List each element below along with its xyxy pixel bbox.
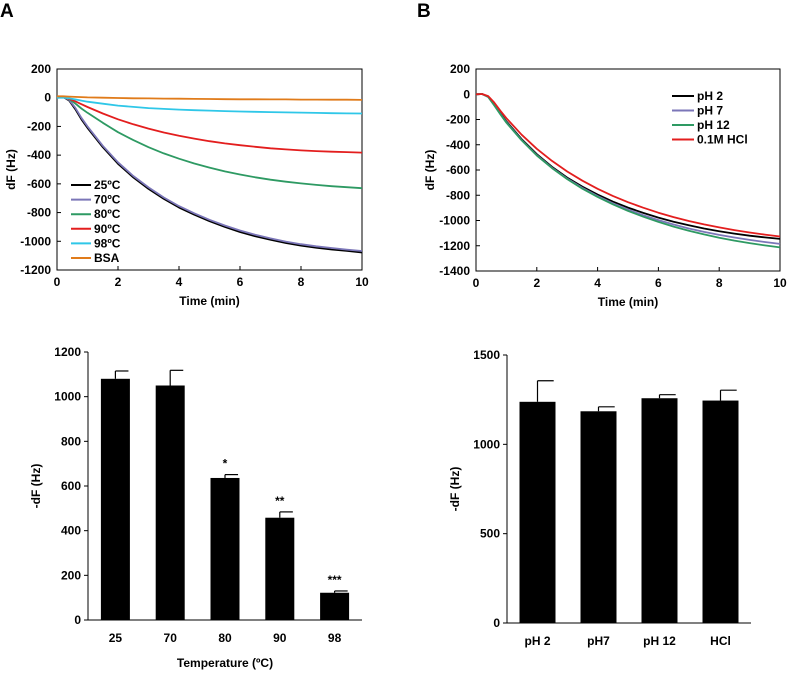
y-tick-label: -1200 [20,263,51,277]
series-line-1 [475,93,781,245]
y-tick-label: -1000 [439,214,470,228]
series-line-5 [57,95,363,101]
y-tick-label: -400 [446,138,470,152]
y-tick-label: -200 [27,119,51,133]
x-tick-label: 6 [655,276,662,290]
category-label-1: 70 [164,631,178,645]
category-label-3: 90 [273,631,287,645]
category-label-2: pH 12 [643,634,676,648]
y-tick-label: -1000 [20,234,51,248]
panel-label-b: B [417,1,431,22]
y-tick-label: -800 [27,206,51,220]
y-tick-label: 400 [61,524,81,538]
bar-2 [210,477,240,620]
bar-3 [702,400,739,623]
significance-mark-3: ** [275,494,285,508]
x-axis-title: Time (min) [179,294,239,308]
bar-4 [320,592,350,620]
legend-label-1: pH 7 [697,104,723,118]
x-tick-label: 4 [594,276,601,290]
x-tick-label: 4 [176,275,183,289]
legend-label-2: pH 12 [697,118,730,132]
y-tick-label: 0 [463,87,470,101]
category-label-0: 25 [109,631,123,645]
series-line-2 [56,96,363,190]
legend-label-1: 70ºC [94,193,121,207]
category-label-3: HCl [710,634,731,648]
x-axis-title: Temperature (ºC) [177,656,273,670]
x-tick-label: 10 [355,275,369,289]
y-axis-title: dF (Hz) [4,149,18,190]
y-tick-label: 200 [61,568,81,582]
y-tick-label: 500 [480,527,500,541]
y-tick-label: 0 [74,613,81,627]
bar-2 [641,398,678,623]
temperature-bar-chart: 1200 1000 800 600 400 200 0 25 70 80 * 90 ** 98 *** Tem… [29,345,362,670]
y-tick-label: 200 [31,62,51,76]
x-tick-label: 2 [115,275,122,289]
x-tick-label: 0 [473,276,480,290]
y-tick-label: -1200 [439,239,470,253]
y-tick-label: -600 [27,177,51,191]
category-label-2: 80 [218,631,232,645]
y-axis-title: dF (Hz) [423,150,437,191]
y-tick-label: 0 [44,91,51,105]
y-axis-title: -dF (Hz) [29,464,43,509]
legend-label-5: BSA [94,251,120,265]
panel-label-a: A [0,1,14,22]
bar-0 [519,401,556,623]
category-label-0: pH 2 [524,634,550,648]
y-tick-label: 1500 [473,348,500,362]
y-tick-label: -600 [446,163,470,177]
legend-label-3: 0.1M HCl [697,133,748,147]
y-tick-label: 800 [61,434,81,448]
y-tick-label: 1000 [473,437,500,451]
ph-bar-chart: 1500 1000 500 0 pH 2 pH7 pH 12 HCl -dF (Hz) [448,348,751,648]
significance-mark-4: *** [328,573,342,587]
x-axis-title: Time (min) [598,295,658,309]
legend-label-3: 90ºC [94,222,121,236]
series-line-3 [56,96,363,154]
x-tick-label: 6 [237,275,244,289]
y-tick-label: 600 [61,479,81,493]
x-tick-label: 8 [298,275,305,289]
y-tick-label: 1200 [54,345,81,359]
y-tick-label: 200 [450,62,470,76]
y-tick-label: -400 [27,148,51,162]
significance-mark-2: * [223,457,228,471]
bar-3 [265,517,295,620]
legend-label-2: 80ºC [94,207,121,221]
bar-0 [100,378,130,620]
x-tick-label: 0 [54,275,61,289]
y-tick-label: 1000 [54,390,81,404]
legend-label-0: 25ºC [94,178,121,192]
y-axis-title: -dF (Hz) [448,467,462,512]
legend-label-0: pH 2 [697,89,723,103]
y-tick-label: 0 [493,616,500,630]
legend-label-4: 98ºC [94,236,121,250]
category-label-1: pH7 [587,634,610,648]
x-tick-label: 8 [716,276,723,290]
plot-frame [56,68,363,271]
y-tick-label: -1400 [439,264,470,278]
category-label-4: 98 [328,631,342,645]
x-tick-label: 2 [533,276,540,290]
bar-1 [155,385,185,620]
series-line-4 [56,96,363,115]
series-line-1 [56,96,363,252]
series-line-0 [475,93,781,240]
y-tick-label: -800 [446,188,470,202]
y-tick-label: -200 [446,113,470,127]
series-line-2 [475,93,781,249]
series-line-3 [475,93,781,238]
bar-1 [580,411,617,623]
x-tick-label: 10 [773,276,787,290]
